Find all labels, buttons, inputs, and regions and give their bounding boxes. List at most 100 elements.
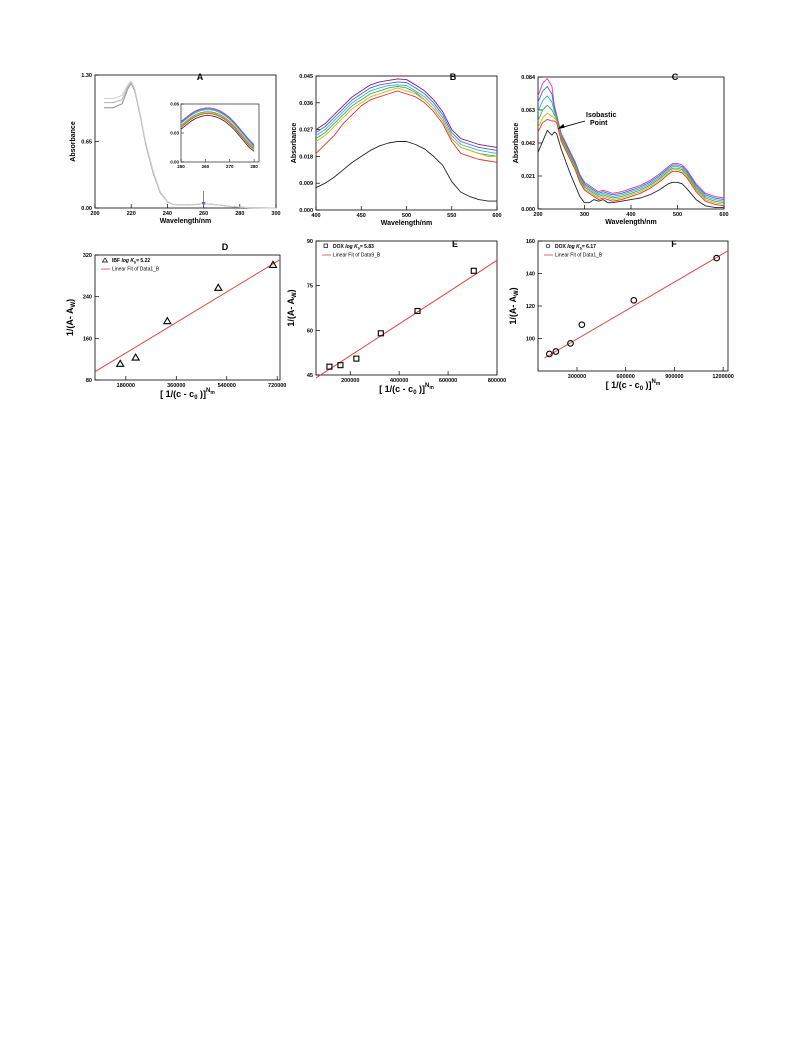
- x-label-main: [ 1/(c - c: [379, 384, 413, 394]
- inset-spectrum-line: [180, 109, 255, 147]
- y-tick-label: 80: [86, 378, 92, 384]
- spectrum-line: [315, 81, 498, 151]
- legend-points-label: DOX log Kb= 6.17: [555, 244, 596, 251]
- x-label-sub: 0: [194, 395, 198, 401]
- data-point: [162, 316, 172, 325]
- legend-fit-label: Linear Fit of Data1_B: [555, 253, 603, 259]
- legend-log-k-sub: b: [358, 247, 360, 251]
- y-tick-label: 160: [83, 336, 92, 342]
- plot-frame: [315, 240, 498, 376]
- y-tick-label: 0.018: [299, 154, 313, 160]
- legend-compound: IBF: [112, 258, 121, 264]
- x-tick-label: 540000: [218, 383, 236, 389]
- inset-y-tick-label: 0.00: [170, 160, 179, 165]
- legend-log-k: log K: [567, 244, 580, 250]
- legend-value: = 5.22: [136, 258, 150, 264]
- inset-x-tick-label: 260: [202, 164, 210, 169]
- legend-log-k-sub: b: [580, 247, 582, 251]
- linear-fit-line: [315, 259, 498, 379]
- panel-letter: D: [222, 242, 229, 252]
- x-label-tail: )]: [643, 380, 652, 390]
- x-tick-label: 300: [580, 212, 589, 218]
- spectrum-line: [315, 90, 498, 163]
- inset-x-tick-label: 270: [226, 164, 234, 169]
- x-label-sup: N: [206, 388, 210, 394]
- y-label-main: 1/(A- A: [65, 307, 75, 336]
- inset-spectrum-line: [180, 111, 255, 148]
- y-label-sub: W: [292, 292, 298, 298]
- x-tick-label: 600000: [617, 374, 635, 380]
- data-point: [567, 340, 574, 347]
- x-tick-label: 300: [271, 211, 280, 217]
- legend-log-k: log K: [121, 258, 134, 264]
- y-tick-label: 240: [83, 295, 92, 301]
- panel-letter: B: [450, 72, 457, 82]
- inset-y-tick-label: 0.06: [170, 102, 179, 107]
- y-label-main: 1/(A- A: [286, 298, 296, 327]
- x-tick-label: 280: [235, 211, 244, 217]
- data-point: [268, 260, 278, 268]
- y-axis-label: 1/(A- AW): [508, 287, 520, 324]
- legend-log-k-sub: b: [134, 261, 136, 265]
- x-tick-label: 360000: [167, 383, 185, 389]
- y-label-main: 1/(A- A: [508, 296, 518, 325]
- x-axis-label: [ 1/(c - c0 )]Nm: [606, 379, 661, 392]
- x-axis-label: [ 1/(c - c0 )]Nm: [160, 388, 215, 401]
- panel-a: A 200 220 240 260 280 300 0.00 0.65 1.30 Wavelengt…: [70, 72, 281, 225]
- x-axis-label: Wavelength/nm: [605, 219, 656, 226]
- y-label-sub: W: [71, 302, 77, 308]
- y-tick-label: 160: [526, 239, 535, 245]
- x-tick-label: 800000: [488, 378, 506, 384]
- y-tick-label: 320: [83, 253, 92, 259]
- y-axis-label: 1/(A- AW): [65, 299, 77, 336]
- panel-e: E 200000 400000 600000 800000 45 60 75 90 DOX log…: [286, 239, 506, 396]
- panel-letter: A: [197, 72, 204, 82]
- data-point: [213, 283, 223, 291]
- inset: 250 260 270 280 0.00 0.03 0.06: [170, 102, 260, 169]
- spectrum-line: [315, 84, 498, 154]
- x-tick-label: 400000: [390, 378, 408, 384]
- x-label-sup: N: [652, 379, 656, 385]
- x-tick-label: 200: [90, 211, 99, 217]
- data-point: [713, 254, 720, 262]
- x-tick-label: 200: [533, 212, 542, 218]
- panel-d: D 180000 360000 540000 720000 80 160 240 320 IBF …: [65, 242, 286, 401]
- legend-value: = 6.17: [582, 244, 596, 250]
- x-axis-label: [ 1/(c - c0 )]Nm: [379, 383, 434, 396]
- y-tick-label: 60: [307, 328, 313, 334]
- y-label-sub: W: [514, 290, 520, 296]
- arrow-head: [201, 202, 206, 206]
- y-tick-label: 0.042: [521, 141, 535, 147]
- data-point: [552, 348, 560, 355]
- y-tick-label: 100: [526, 337, 535, 343]
- x-axis-label: Wavelength/nm: [381, 220, 432, 227]
- x-label-main: [ 1/(c - c: [606, 380, 640, 390]
- x-label-sub: 0: [413, 390, 417, 396]
- data-point: [115, 359, 125, 367]
- panel-f: F 300000 600000 900000 1200000 100 120 140 160 DO…: [508, 239, 734, 392]
- legend-marker: [323, 243, 328, 248]
- inset-spectrum-line: [180, 107, 255, 145]
- legend-log-k: log K: [345, 244, 358, 250]
- plot-frame: [94, 254, 281, 381]
- y-tick-label: 120: [526, 304, 535, 310]
- data-point: [353, 355, 360, 362]
- y-axis-label: Absorbance: [70, 121, 77, 162]
- legend-marker: [545, 243, 551, 249]
- y-label-tail: ): [65, 299, 75, 302]
- panel-b: B 400 450 500 550 600 0.000 0.009 0.018 0.027 0.03…: [291, 72, 502, 227]
- panel-letter: F: [671, 239, 677, 249]
- x-tick-label: 200000: [341, 378, 359, 384]
- data-point: [326, 363, 333, 370]
- x-tick-label: 1200000: [712, 374, 733, 380]
- y-axis-label: Absorbance: [291, 123, 298, 164]
- legend-compound: DOX: [555, 244, 567, 250]
- spectrum-line: [315, 141, 497, 202]
- x-tick-label: 900000: [665, 374, 683, 380]
- x-tick-label: 240: [163, 211, 172, 217]
- legend-marker: [101, 257, 109, 263]
- data-point: [578, 321, 586, 329]
- spectrum-line: [537, 118, 725, 207]
- x-label-sup-sub: m: [210, 390, 215, 396]
